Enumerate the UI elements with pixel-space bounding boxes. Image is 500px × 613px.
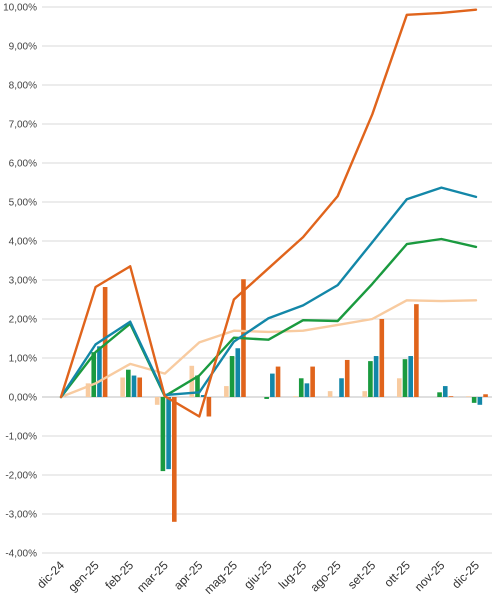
- bar: [85, 383, 91, 397]
- y-tick-label: 6,00%: [9, 159, 37, 170]
- bar: [91, 352, 97, 397]
- bar: [396, 378, 402, 397]
- y-tick-label: 0,00%: [9, 393, 37, 404]
- bar: [471, 397, 477, 403]
- bar: [310, 366, 315, 397]
- x-tick-label: dic-25: [449, 558, 482, 591]
- bar: [200, 395, 206, 397]
- bar: [195, 375, 200, 397]
- bar-series-group: [85, 279, 488, 522]
- bar: [466, 396, 471, 397]
- y-tick-label: -1,00%: [5, 432, 37, 443]
- bar: [120, 377, 125, 397]
- x-tick-label: ott-25: [381, 558, 413, 590]
- y-tick-label: 5,00%: [9, 198, 37, 209]
- bar: [126, 369, 131, 397]
- bar: [154, 397, 160, 405]
- bar: [483, 394, 488, 397]
- bar: [304, 383, 310, 397]
- bar: [402, 359, 408, 397]
- bar: [414, 304, 419, 397]
- bar: [270, 373, 275, 397]
- bar: [131, 375, 137, 397]
- bar: [293, 396, 298, 397]
- bar: [368, 361, 373, 397]
- bar: [275, 366, 281, 397]
- bar: [137, 377, 143, 397]
- bar: [224, 386, 229, 397]
- y-axis-tick-labels: -4,00% -3,00% -2,00% -1,00% 0,00% 1,00% 2,00% 3…: [3, 3, 37, 560]
- bar: [235, 348, 241, 397]
- x-tick-label: mar-25: [134, 558, 171, 595]
- line-series-1: [59, 299, 478, 399]
- y-tick-label: 9,00%: [9, 42, 37, 53]
- x-tick-label: ago-25: [307, 558, 344, 595]
- x-tick-label: dic-24: [34, 558, 67, 591]
- y-tick-label: 4,00%: [9, 237, 37, 248]
- bar: [264, 397, 269, 399]
- bar-series-3: [97, 346, 483, 470]
- bar: [339, 378, 344, 397]
- y-tick-label: 10,00%: [3, 3, 37, 14]
- y-tick-label: -2,00%: [5, 471, 37, 482]
- x-tick-label: gen-25: [65, 558, 102, 595]
- bar: [206, 397, 212, 417]
- x-tick-label: nov-25: [412, 558, 448, 594]
- bar: [448, 396, 454, 397]
- bar: [408, 356, 413, 397]
- y-tick-label: 2,00%: [9, 315, 37, 326]
- bar: [229, 356, 235, 397]
- bar: [172, 397, 177, 522]
- bar: [298, 378, 304, 397]
- y-tick-label: 8,00%: [9, 81, 37, 92]
- x-tick-label: feb-25: [102, 558, 136, 592]
- line-series-3: [59, 186, 478, 399]
- x-tick-label: set-25: [345, 558, 379, 592]
- y-tick-label: 3,00%: [9, 276, 37, 287]
- bar: [379, 319, 385, 397]
- x-tick-label: mag-25: [201, 558, 240, 597]
- bar: [362, 391, 367, 397]
- y-tick-label: 7,00%: [9, 120, 37, 131]
- y-tick-label: -3,00%: [5, 510, 37, 521]
- x-tick-label: lug-25: [276, 558, 310, 592]
- y-tick-label: -4,00%: [5, 549, 37, 560]
- bar: [437, 392, 442, 397]
- bar: [97, 346, 102, 397]
- bar: [477, 397, 483, 405]
- bar-series-2: [91, 352, 477, 472]
- bar: [166, 397, 171, 470]
- line-series-4: [59, 8, 478, 418]
- bar: [373, 356, 379, 397]
- bar: [344, 359, 350, 397]
- bar: [327, 391, 333, 397]
- bar: [102, 287, 108, 397]
- bar: [160, 397, 166, 472]
- bar: [442, 386, 448, 397]
- bar-series-4: [102, 279, 488, 522]
- line-series-group: [59, 8, 478, 418]
- y-tick-label: 1,00%: [9, 354, 37, 365]
- x-tick-label: giu-25: [241, 558, 275, 592]
